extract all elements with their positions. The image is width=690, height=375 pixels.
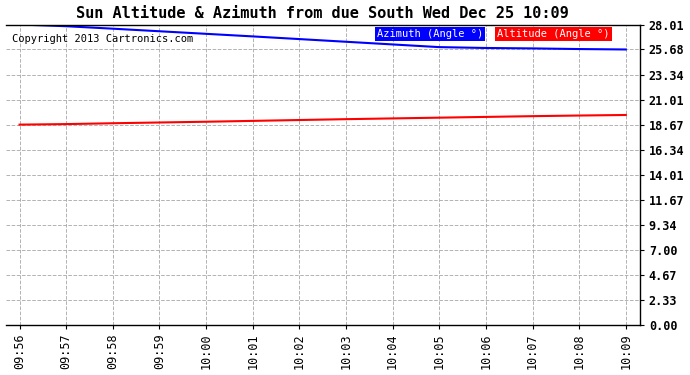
Text: Azimuth (Angle °): Azimuth (Angle °) [377,29,483,39]
Text: Altitude (Angle °): Altitude (Angle °) [497,29,609,39]
Title: Sun Altitude & Azimuth from due South Wed Dec 25 10:09: Sun Altitude & Azimuth from due South We… [77,6,569,21]
Text: Copyright 2013 Cartronics.com: Copyright 2013 Cartronics.com [12,33,193,44]
